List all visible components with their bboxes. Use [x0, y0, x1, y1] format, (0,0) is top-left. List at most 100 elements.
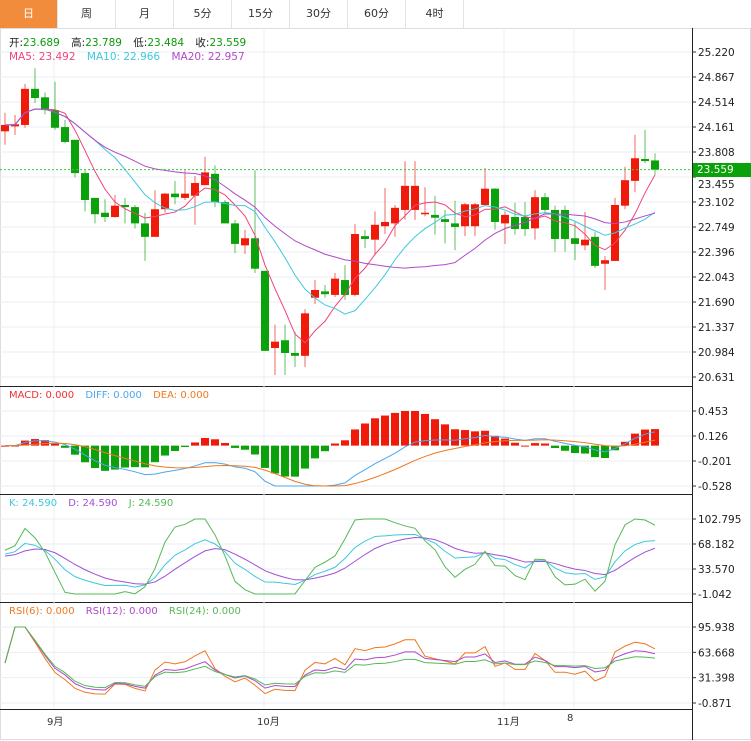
candle-down [561, 209, 569, 239]
macd-bar [421, 413, 429, 446]
candle-up [271, 341, 279, 349]
macd-bar [501, 438, 509, 446]
dea-line [4, 439, 656, 487]
chart-frame [0, 28, 751, 740]
macd-bar [441, 424, 449, 446]
tab-5min[interactable]: 5分 [174, 0, 232, 28]
ma5-line [4, 108, 656, 344]
candle-up [461, 204, 469, 227]
tab-30min[interactable]: 30分 [290, 0, 348, 28]
y-tick-label: -0.871 [698, 698, 732, 710]
macd-bar [41, 440, 49, 446]
macd-bar [331, 443, 339, 446]
macd-bar [121, 445, 129, 468]
candle-up [21, 88, 29, 125]
dea-value: DEA: 0.000 [153, 390, 209, 401]
y-tick-label: 63.668 [698, 647, 735, 659]
y-tick-label: -0.528 [698, 481, 732, 493]
macd-value: MACD: 0.000 [9, 390, 75, 401]
rsi6-line [4, 626, 656, 695]
rsi24-line [4, 626, 656, 689]
k-value: K: 24.590 [9, 498, 58, 509]
macd-bar [491, 435, 499, 446]
macd-bar [31, 439, 39, 446]
macd-bar [571, 445, 579, 454]
macd-bar [461, 430, 469, 446]
y-tick-label: 25.220 [698, 47, 735, 59]
macd-bar [101, 445, 109, 471]
candle-up [481, 188, 489, 205]
tab-day[interactable]: 日 [0, 0, 58, 28]
macd-bar [191, 442, 199, 446]
tab-month[interactable]: 月 [116, 0, 174, 28]
candle-down [321, 291, 329, 295]
macd-legend: MACD: 0.000 DIFF: 0.000 DEA: 0.000 [9, 390, 217, 401]
d-value: D: 24.590 [68, 498, 118, 509]
y-tick-label: 31.398 [698, 673, 735, 685]
candle-up [631, 158, 639, 181]
candle-up [351, 234, 359, 295]
candle-up [331, 278, 339, 295]
y-tick-label: 24.514 [698, 97, 735, 109]
macd-bar [471, 431, 479, 446]
candle-down [211, 173, 219, 203]
macd-bar [431, 419, 439, 446]
y-tick-label: 23.455 [698, 179, 735, 191]
candle-down [101, 212, 109, 218]
candle-up [161, 193, 169, 210]
j-value: J: 24.590 [128, 498, 174, 509]
candle-up [191, 183, 199, 196]
candle-down [51, 110, 59, 128]
candle-down [231, 223, 239, 244]
y-tick-label: 24.867 [698, 72, 735, 84]
rsi6-value: RSI(6): 0.000 [9, 606, 75, 617]
macd-bar [201, 437, 209, 446]
macd-bar [651, 429, 659, 446]
candle-down [251, 238, 259, 269]
candle-down [61, 127, 69, 142]
candle-down [451, 223, 459, 227]
macd-bar [551, 445, 559, 448]
candle-up [501, 214, 509, 224]
macd-bar [171, 445, 179, 451]
macd-bar [311, 445, 319, 459]
candle-up [411, 185, 419, 210]
macd-bar [351, 429, 359, 446]
candle-up [621, 180, 629, 206]
macd-bar [151, 445, 159, 463]
tab-4hour[interactable]: 4时 [406, 0, 464, 28]
macd-bar [481, 430, 489, 446]
macd-bar [221, 442, 229, 446]
candle-down [441, 219, 449, 222]
diff-value: DIFF: 0.000 [85, 390, 142, 401]
candle-up [111, 205, 119, 218]
ma20-value: MA20: 22.957 [171, 51, 245, 63]
macd-bar [321, 445, 329, 452]
candle-down [551, 209, 559, 239]
candle-down [171, 193, 179, 198]
candle-up [241, 238, 249, 246]
candle-down [641, 158, 649, 162]
candle-down [81, 173, 89, 201]
macd-bar [611, 445, 619, 451]
tab-60min[interactable]: 60分 [348, 0, 406, 28]
y-tick-label: 22.043 [698, 272, 735, 284]
y-tick-label: 22.749 [698, 222, 735, 234]
high-value: 23.789 [85, 37, 122, 49]
macd-bar [291, 445, 299, 477]
ohlc-legend: 开:23.689 高:23.789 低:23.484 收:23.559 [9, 35, 254, 50]
tab-15min[interactable]: 15分 [232, 0, 290, 28]
kdj-legend: K: 24.590 D: 24.590 J: 24.590 [9, 498, 181, 509]
macd-bar [131, 445, 139, 468]
candle-down [41, 97, 49, 111]
macd-bar [301, 445, 309, 469]
x-axis-label: 10月 [257, 717, 280, 728]
candle-down [571, 238, 579, 244]
tab-week[interactable]: 周 [58, 0, 116, 28]
candle-down [291, 352, 299, 356]
ma20-line [4, 108, 656, 269]
candle-up [201, 172, 209, 186]
rsi-legend: RSI(6): 0.000 RSI(12): 0.000 RSI(24): 0.… [9, 606, 249, 617]
y-tick-label: 23.808 [698, 147, 735, 159]
